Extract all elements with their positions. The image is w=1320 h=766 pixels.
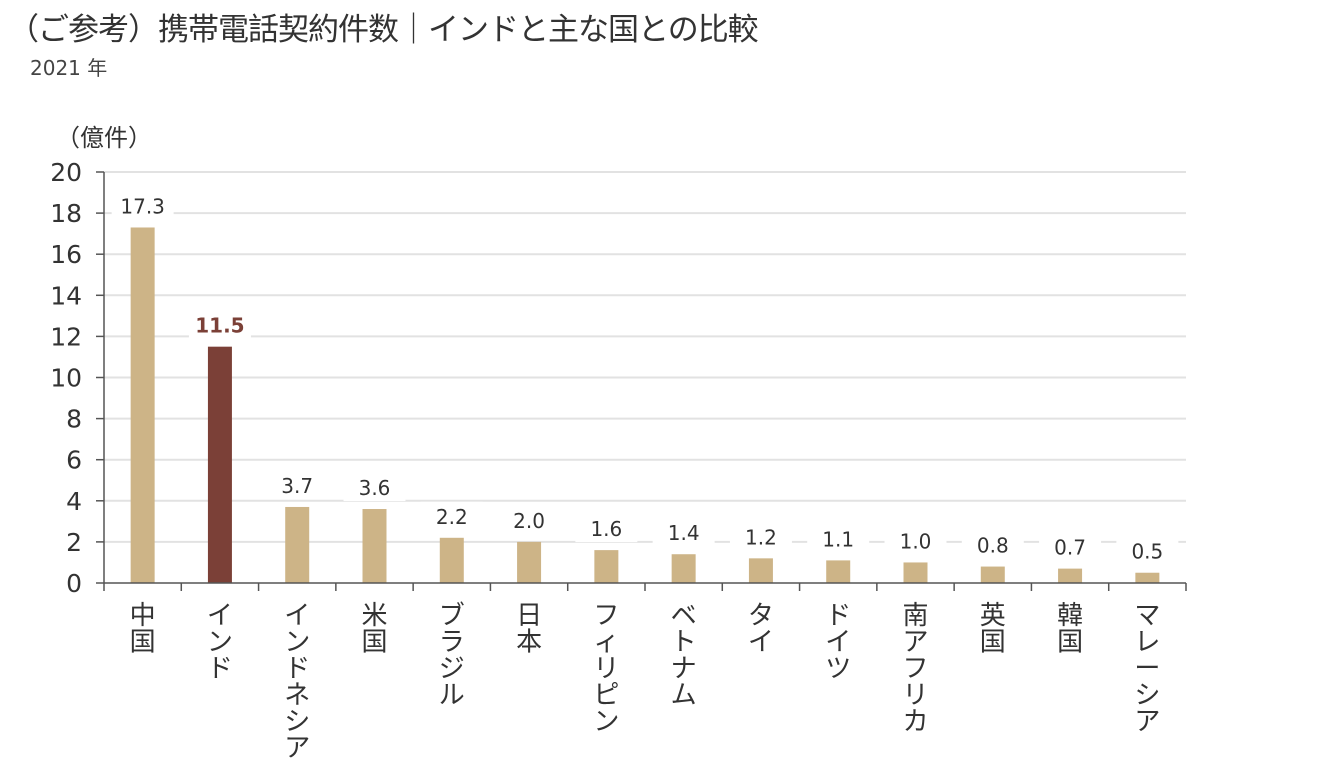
bar bbox=[980, 566, 1005, 583]
value-label: 1.1 bbox=[822, 527, 854, 551]
value-label: 17.3 bbox=[120, 194, 165, 218]
x-category-label: 韓国 bbox=[1057, 601, 1083, 658]
value-label-background bbox=[652, 518, 715, 547]
value-label-background bbox=[1039, 532, 1102, 561]
y-tick-label: 8 bbox=[66, 405, 82, 434]
value-labels: 17.3 11.5 3.7 3.6 2.2 2.0 1.6 1.4 1.2 1.1 1.0 0.8 0.… bbox=[111, 191, 1179, 565]
value-label-background bbox=[729, 522, 792, 551]
value-label-background bbox=[884, 526, 947, 555]
bar bbox=[517, 541, 542, 583]
value-label-background bbox=[807, 524, 870, 553]
y-tick-label: 4 bbox=[66, 487, 82, 516]
value-label-background bbox=[1116, 536, 1179, 565]
value-label: 3.6 bbox=[359, 476, 391, 500]
x-category-label: インド bbox=[207, 601, 233, 684]
x-category-label: マレーシア bbox=[1134, 601, 1160, 737]
value-label: 0.5 bbox=[1131, 540, 1163, 564]
y-tick-label: 20 bbox=[50, 158, 82, 187]
x-category-label: 日本 bbox=[516, 601, 542, 658]
value-label: 1.6 bbox=[590, 517, 622, 541]
chart-subtitle: 2021 年 bbox=[30, 56, 108, 80]
value-label: 2.2 bbox=[436, 505, 468, 529]
value-label-background bbox=[961, 530, 1024, 559]
value-label-background bbox=[420, 501, 483, 530]
y-tick-label: 14 bbox=[50, 281, 82, 310]
x-category-label: インドネシア bbox=[284, 601, 310, 764]
value-label: 1.2 bbox=[745, 525, 777, 549]
x-category-label: 南アフリカ bbox=[902, 601, 928, 737]
bar bbox=[285, 506, 310, 583]
y-tick-label: 2 bbox=[66, 528, 82, 557]
x-category-label: タイ bbox=[748, 601, 774, 658]
bar bbox=[362, 509, 387, 583]
y-tick-label: 10 bbox=[50, 364, 82, 393]
bar bbox=[1058, 568, 1083, 583]
value-label-background bbox=[575, 514, 638, 543]
bar bbox=[826, 560, 851, 583]
bar bbox=[671, 554, 696, 583]
value-label: 0.7 bbox=[1054, 536, 1086, 560]
value-label: 3.7 bbox=[281, 474, 313, 498]
grid-lines bbox=[104, 171, 1186, 543]
x-category-label: 米国 bbox=[361, 601, 387, 658]
y-axis-ticks: 0 2 4 6 8 10 12 14 16 18 20 bbox=[50, 158, 104, 598]
x-category-label: 英国 bbox=[980, 601, 1006, 658]
bars bbox=[130, 227, 1160, 584]
bar bbox=[903, 562, 928, 583]
value-label: 1.4 bbox=[668, 521, 700, 545]
chart-title: （ご参考）携帯電話契約件数｜インドと主な国との比較 bbox=[8, 12, 759, 48]
x-category-label: ベトナム bbox=[671, 601, 697, 711]
y-axis-unit-label: （億件） bbox=[56, 124, 152, 152]
y-tick-label: 12 bbox=[50, 322, 82, 351]
value-label-background bbox=[188, 310, 251, 339]
bar bbox=[1135, 572, 1160, 583]
value-label-background bbox=[343, 473, 406, 502]
value-label-background bbox=[111, 191, 174, 220]
x-axis-categories: 中国 インド インドネシア 米国 ブラジル 日本 フィリピン ベトナム タイ ドイツ 南アフリカ 英国… bbox=[130, 601, 1161, 764]
value-label: 2.0 bbox=[513, 509, 545, 533]
value-label: 1.0 bbox=[900, 529, 932, 553]
x-category-label: フィリピン bbox=[593, 601, 619, 737]
y-tick-label: 0 bbox=[66, 569, 82, 598]
axes bbox=[103, 172, 1187, 591]
y-tick-label: 6 bbox=[66, 446, 82, 475]
value-label-background bbox=[266, 470, 329, 499]
value-label: 11.5 bbox=[195, 314, 244, 338]
bar bbox=[594, 550, 619, 583]
value-label-background bbox=[498, 505, 561, 534]
x-category-label: 中国 bbox=[130, 601, 156, 658]
y-tick-label: 18 bbox=[50, 199, 82, 228]
bar bbox=[207, 346, 232, 583]
x-category-label: ブラジル bbox=[439, 601, 465, 711]
bar bbox=[439, 537, 464, 583]
bar bbox=[748, 558, 773, 583]
x-category-label: ドイツ bbox=[825, 601, 851, 684]
bar bbox=[130, 227, 155, 584]
y-tick-label: 16 bbox=[50, 240, 82, 269]
value-label: 0.8 bbox=[977, 534, 1009, 558]
